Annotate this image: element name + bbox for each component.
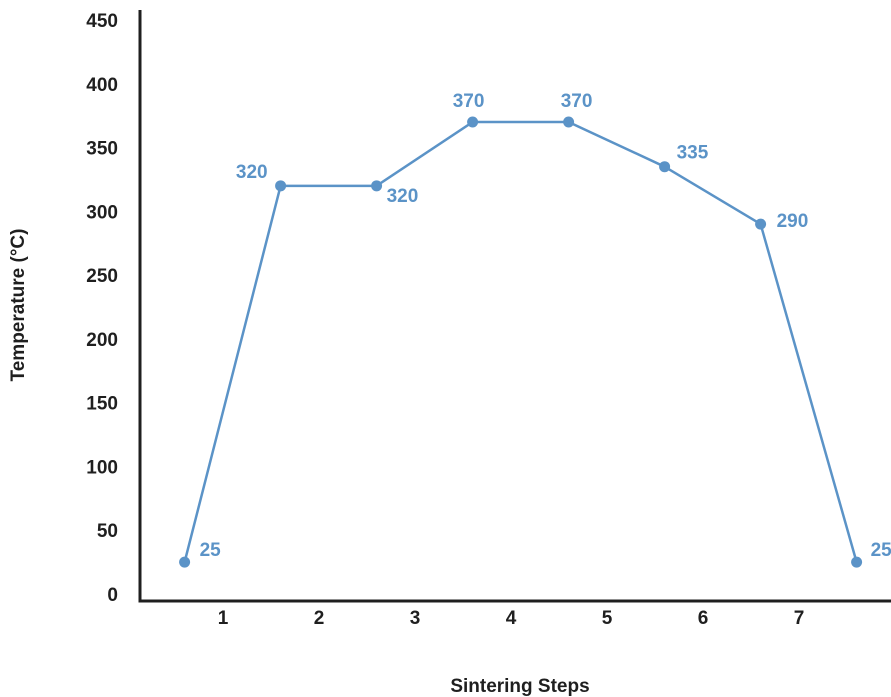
x-tick-label: 5	[602, 608, 613, 629]
data-label: 335	[677, 143, 709, 164]
data-label: 370	[453, 91, 485, 112]
data-label: 290	[777, 211, 809, 232]
data-point	[275, 180, 287, 192]
data-point	[467, 116, 479, 128]
series-line	[183, 120, 858, 563]
y-tick-label: 0	[107, 585, 118, 606]
x-axis-tick-labels: 1 2 3 4 5 6 7	[218, 608, 805, 629]
y-tick-label: 400	[86, 75, 118, 96]
data-point	[851, 556, 863, 568]
data-point	[563, 116, 575, 128]
x-tick-label: 1	[218, 608, 229, 629]
x-axis-title: Sintering Steps	[450, 676, 589, 697]
x-tick-label: 3	[410, 608, 421, 629]
y-tick-label: 200	[86, 330, 118, 351]
y-tick-label: 150	[86, 394, 118, 415]
y-tick-label: 50	[97, 521, 118, 542]
y-tick-label: 450	[86, 11, 118, 32]
y-tick-label: 300	[86, 202, 118, 223]
y-tick-label: 250	[86, 266, 118, 287]
data-point	[179, 556, 191, 568]
x-tick-label: 4	[506, 608, 517, 629]
y-tick-label: 100	[86, 457, 118, 478]
data-label: 25	[200, 540, 222, 561]
x-tick-label: 6	[698, 608, 709, 629]
data-point	[659, 161, 671, 173]
data-point	[755, 218, 767, 230]
data-label: 320	[387, 186, 419, 207]
y-tick-label: 350	[86, 139, 118, 160]
data-label: 320	[236, 162, 268, 183]
y-axis-tick-labels: 0 50 100 150 200 250 300 350 400 450	[86, 11, 118, 606]
x-tick-label: 7	[794, 608, 805, 629]
data-point	[371, 180, 383, 192]
y-axis-title: Temperature (°C)	[8, 229, 29, 382]
temperature-series: 25 320 320 370 370 335 290 25	[179, 91, 891, 568]
data-label: 25	[871, 540, 891, 561]
x-tick-label: 2	[314, 608, 325, 629]
data-label: 370	[561, 91, 593, 112]
